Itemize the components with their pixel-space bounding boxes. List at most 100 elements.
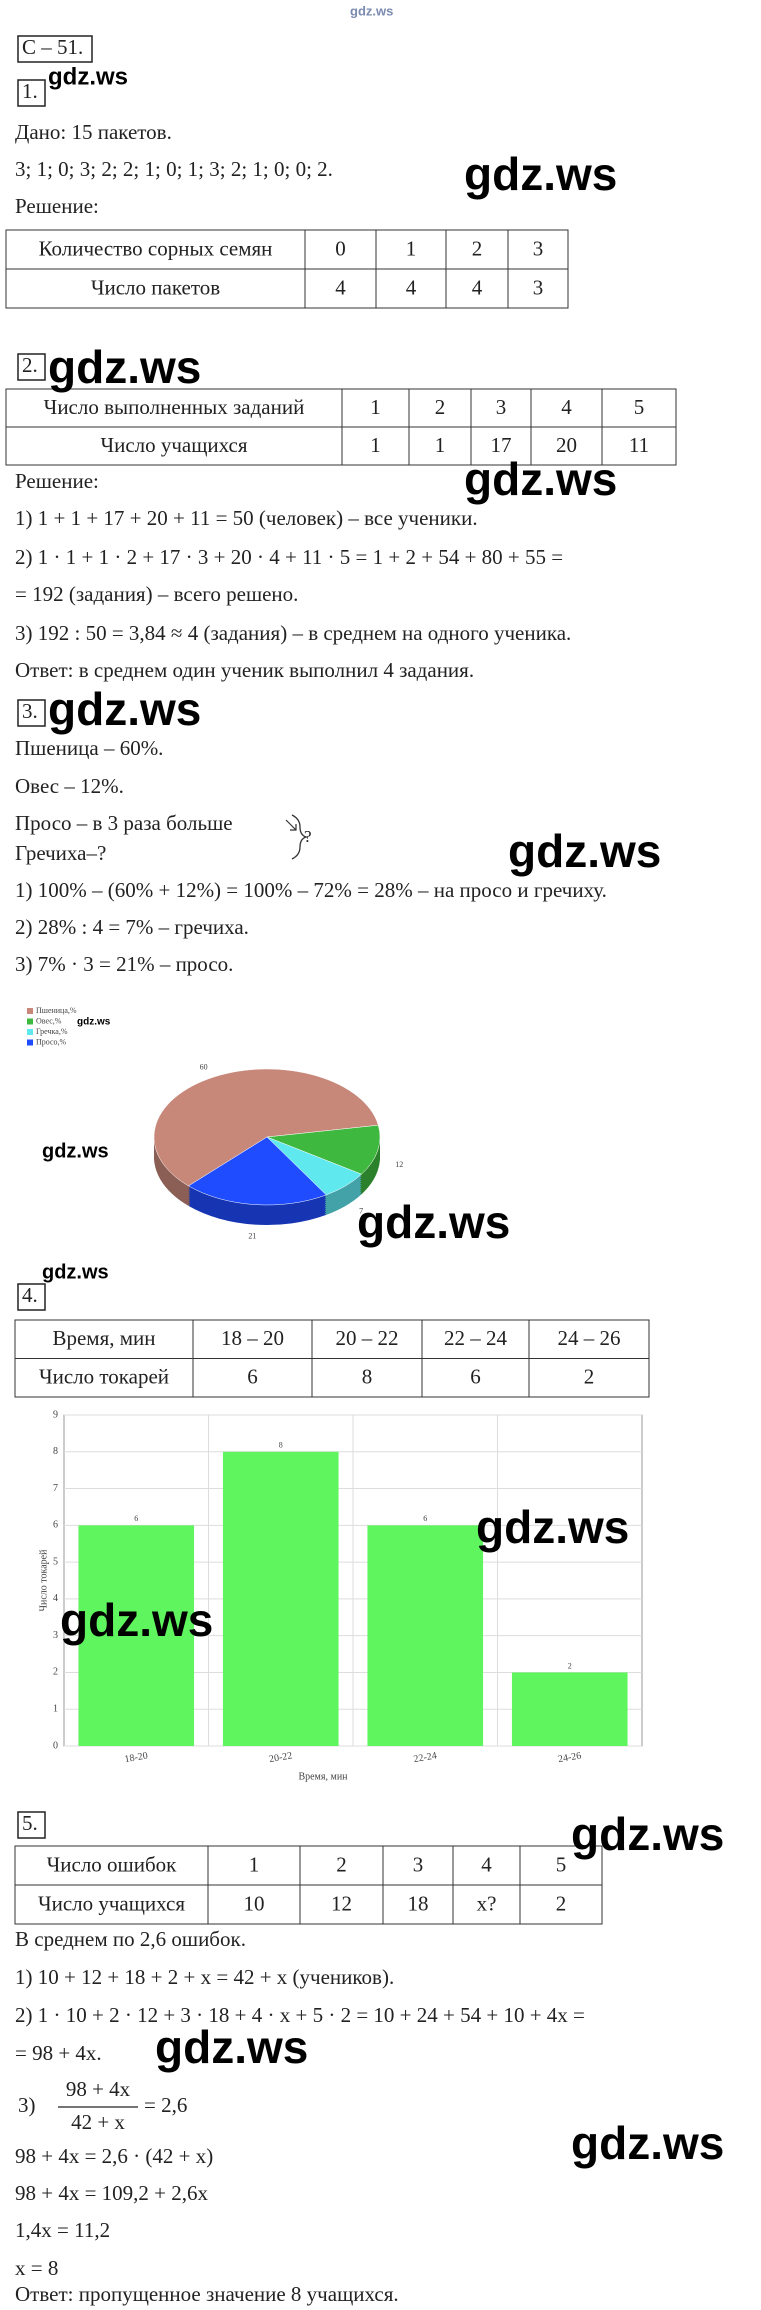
bar: [78, 1525, 195, 1746]
solution-label: Решение:: [15, 194, 99, 218]
bar-value-label: 6: [134, 1514, 138, 1523]
solution-line: 1) 100% – (60% + 12%) = 100% – 72% = 28%…: [15, 878, 607, 902]
step-label: 3): [18, 2093, 36, 2117]
given-line: Пшеница – 60%.: [15, 736, 163, 760]
table-text: 4: [406, 275, 417, 299]
y-tick-label: 1: [53, 1704, 58, 1715]
watermark: gdz.ws: [357, 1196, 510, 1248]
bar: [511, 1672, 628, 1746]
solution-line: 1) 10 + 12 + 18 + 2 + x = 42 + x (ученик…: [15, 1965, 394, 1989]
legend-swatch: [27, 1039, 33, 1046]
watermark: gdz.ws: [476, 1501, 629, 1553]
table-text: 22 – 24: [444, 1326, 508, 1350]
legend-label: Пшеница,%: [36, 1006, 77, 1015]
pie-label: 12: [395, 1160, 403, 1169]
table-text: 4: [472, 275, 483, 299]
table-text: 2: [435, 395, 446, 419]
watermark: gdz.ws: [464, 148, 617, 200]
y-tick-label: 6: [53, 1520, 58, 1531]
solution-line: 2) 1 · 10 + 2 · 12 + 3 · 18 + 4 · x + 5 …: [15, 2003, 585, 2027]
solution-line: 2) 1 · 1 + 1 · 2 + 17 · 3 + 20 · 4 + 11 …: [15, 545, 563, 569]
watermark: gdz.ws: [571, 1808, 724, 1860]
table-text: 6: [247, 1365, 258, 1389]
pie-slice: [153, 1068, 379, 1187]
number-box: [17, 1811, 46, 1839]
x-tick-label: 22-24: [413, 1750, 438, 1765]
table-text: 2: [556, 1891, 567, 1915]
table-cell: [528, 1358, 650, 1398]
fraction-numerator: 98 + 4x: [66, 2077, 131, 2101]
table-text: 11: [629, 433, 649, 457]
brace: [291, 814, 309, 860]
pie-slice: [188, 1136, 327, 1206]
y-tick-label: 9: [53, 1409, 58, 1420]
table-text: Количество сорных семян: [39, 236, 273, 260]
table-text: 5: [634, 395, 645, 419]
solution-line: 1,4x = 11,2: [15, 2218, 110, 2242]
bar: [222, 1451, 339, 1746]
table-text: 8: [362, 1365, 373, 1389]
table-text: 6: [470, 1365, 481, 1389]
x-axis-label: Время, мин: [298, 1771, 348, 1782]
watermark: gdz.ws: [48, 63, 128, 90]
x-tick-label: 18-20: [124, 1750, 149, 1765]
y-tick-label: 2: [53, 1667, 58, 1678]
legend-swatch: [27, 1029, 33, 1035]
solution-line: 3) 7% · 3 = 21% – просо.: [15, 952, 233, 976]
watermark: gdz.ws: [42, 1261, 109, 1283]
section-title: С – 51.: [22, 35, 83, 59]
table-text: 20: [556, 433, 577, 457]
y-tick-label: 7: [53, 1483, 58, 1494]
solution-line: В среднем по 2,6 ошибок.: [15, 1927, 246, 1951]
table-text: 1: [249, 1852, 260, 1876]
solution-label: Решение:: [15, 469, 99, 493]
pie-label: 21: [248, 1231, 256, 1240]
table-text: 18 – 20: [221, 1326, 284, 1350]
question-mark: ?: [304, 827, 312, 846]
pie-label: 7: [359, 1206, 363, 1215]
watermark: gdz.ws: [350, 3, 393, 18]
table-text: 1: [370, 395, 381, 419]
given-line: Гречиха–?: [15, 841, 106, 865]
number-box: [17, 699, 46, 727]
given-line: Овес – 12%.: [15, 774, 124, 798]
given-line: Просо – в 3 раза больше: [15, 811, 233, 835]
watermark: gdz.ws: [464, 453, 617, 505]
table-text: Число учащихся: [38, 1891, 185, 1915]
watermark: gdz.ws: [77, 1017, 111, 1028]
table-cell: [519, 1884, 603, 1925]
table-text: x?: [477, 1891, 497, 1915]
table-text: Число ошибок: [47, 1852, 178, 1876]
table-text: 4: [561, 395, 572, 419]
fraction-rhs: = 2,6: [144, 2093, 187, 2117]
legend-swatch: [27, 1008, 33, 1014]
table-text: 3: [533, 236, 544, 260]
y-tick-label: 3: [53, 1630, 58, 1641]
table-text: 24 – 26: [558, 1326, 621, 1350]
table-text: 3: [496, 395, 507, 419]
table-text: Число выполненных заданий: [44, 395, 305, 419]
pie-slice: [266, 1124, 381, 1175]
pie-label: 60: [200, 1062, 208, 1071]
watermark: gdz.ws: [155, 2021, 308, 2073]
data-line: 3; 1; 0; 3; 2; 2; 1; 0; 1; 3; 2; 1; 0; 0…: [15, 157, 333, 181]
table-cell: [507, 268, 569, 309]
number-box: [17, 79, 46, 107]
watermark: gdz.ws: [42, 1140, 109, 1162]
title-box: [17, 35, 93, 63]
table-text: Число пакетов: [91, 275, 220, 299]
table-text: 1: [406, 236, 417, 260]
y-tick-label: 4: [53, 1593, 58, 1604]
watermark: gdz.ws: [48, 341, 201, 393]
table-text: 20 – 22: [336, 1326, 399, 1350]
table-text: 1: [370, 433, 381, 457]
table-text: 2: [584, 1365, 595, 1389]
given-text: Дано: 15 пакетов.: [15, 120, 172, 144]
legend-label: Просо,%: [36, 1037, 67, 1046]
y-tick-label: 5: [53, 1556, 58, 1567]
table-text: 2: [472, 236, 483, 260]
table-text: 17: [491, 433, 512, 457]
solution-line: Ответ: пропущенное значение 8 учащихся.: [15, 2282, 399, 2306]
table-text: 0: [335, 236, 346, 260]
